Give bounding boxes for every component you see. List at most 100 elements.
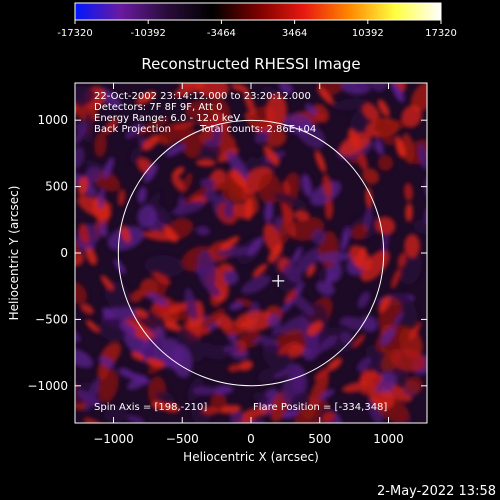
texture-ring-blob	[151, 401, 167, 410]
texture-blob	[240, 406, 269, 420]
texture-ring-blob	[306, 348, 323, 361]
texture-ring-blob	[147, 337, 163, 347]
annotation-time-range: 22-Oct-2002 23:14:12.000 to 23:20:12.000	[94, 91, 311, 102]
texture-ring-blob	[143, 163, 158, 183]
texture-ring-blob	[307, 321, 323, 336]
texture-ring-blob	[310, 30, 331, 47]
annotation-flare-position: Flare Position = [-334,348]	[253, 402, 387, 413]
texture-ring-blob	[120, 225, 131, 243]
texture-ring-blob	[324, 198, 334, 221]
texture-ring-blob	[113, 258, 126, 275]
x-tick-label: 1000	[373, 432, 404, 446]
texture-blob	[155, 390, 175, 406]
texture-ring-blob	[137, 186, 147, 204]
y-axis-ticks: −1000 −500 0 500 1000	[27, 113, 427, 393]
texture-ring-blob	[103, 117, 119, 135]
texture-ring-blob	[195, 159, 216, 167]
texture-ring-blob	[42, 244, 54, 263]
texture-ring-blob	[94, 20, 118, 38]
texture-ring-blob	[357, 291, 371, 309]
texture-ring-blob	[348, 128, 361, 149]
texture-ring-blob	[212, 385, 234, 395]
texture-ring-blob	[357, 357, 372, 372]
texture-ring-blob	[227, 363, 242, 372]
texture-ring-blob	[11, 35, 32, 58]
texture-ring-blob	[98, 188, 105, 209]
texture-blob	[226, 150, 249, 181]
texture-ring-blob	[271, 325, 286, 336]
texture-ring-blob	[247, 236, 264, 256]
texture-ring-blob	[49, 263, 61, 281]
texture-blob	[199, 342, 220, 359]
texture-ring-blob	[327, 357, 343, 371]
texture-ring-blob	[87, 46, 112, 67]
texture-ring-blob	[405, 202, 413, 222]
texture-blob	[171, 175, 186, 193]
texture-ring-blob	[102, 307, 115, 320]
texture-blob	[130, 147, 142, 164]
texture-ring-blob	[99, 221, 108, 238]
texture-blob	[229, 411, 244, 423]
annotation-total-counts: Total counts: 2.86E+04	[199, 124, 316, 135]
texture-blob	[223, 270, 239, 285]
texture-blob	[332, 98, 368, 111]
texture-ring-blob	[17, 59, 37, 81]
texture-ring-blob	[117, 188, 126, 207]
texture-blob	[360, 315, 378, 332]
texture-blob	[312, 103, 330, 123]
texture-ring-blob	[177, 195, 185, 214]
texture-ring-blob	[377, 99, 390, 117]
texture-ring-blob	[391, 268, 401, 289]
texture-ring-blob	[238, 360, 254, 371]
texture-blob	[84, 165, 102, 183]
texture-blob	[199, 308, 226, 330]
texture-ring-blob	[306, 264, 316, 278]
texture-blob	[94, 131, 107, 158]
texture-ring-blob	[404, 182, 413, 202]
texture-ring-blob	[314, 150, 326, 173]
texture-ring-blob	[199, 178, 216, 188]
colorbar-gradient	[74, 2, 442, 21]
texture-blob	[368, 385, 395, 410]
sun-center-marker	[272, 274, 285, 287]
y-tick-label: −500	[35, 312, 68, 326]
texture-blob	[295, 247, 321, 274]
texture-blob	[284, 113, 314, 135]
texture-ring-blob	[231, 83, 249, 92]
texture-ring-blob	[252, 335, 268, 344]
texture-ring-blob	[322, 174, 333, 198]
texture-ring-blob	[419, 149, 427, 170]
texture-ring-blob	[283, 180, 291, 195]
texture-ring-blob	[85, 319, 100, 333]
y-axis-label: Heliocentric Y (arcsec)	[7, 186, 21, 321]
texture-ring-blob	[231, 169, 247, 188]
texture-ring-blob	[146, 292, 169, 306]
texture-ring-blob	[152, 272, 171, 286]
colorbar: -17320 -10392 -3464 3464 10392 17320	[57, 2, 457, 39]
y-tick-label: 1000	[37, 113, 68, 127]
texture-ring-blob	[172, 120, 196, 130]
texture-blob	[360, 250, 390, 282]
texture-ring-blob	[219, 404, 242, 414]
texture-blob	[390, 348, 426, 372]
texture-ring-blob	[441, 231, 452, 251]
texture-blob	[401, 105, 422, 128]
texture-ring-blob	[291, 246, 303, 264]
texture-ring-blob	[219, 236, 240, 251]
texture-blob	[130, 289, 144, 303]
texture-ring-blob	[278, 83, 293, 94]
texture-blob	[213, 111, 229, 134]
texture-blob	[137, 204, 157, 229]
texture-blob	[311, 229, 326, 245]
x-tick-label: 500	[308, 432, 331, 446]
texture-ring-blob	[340, 231, 349, 251]
texture-ring-blob	[172, 166, 185, 178]
texture-blob	[172, 83, 206, 97]
texture-ring-blob	[204, 139, 220, 148]
texture-ring-blob	[135, 91, 156, 105]
texture-blob	[104, 405, 128, 423]
texture-ring-blob	[125, 122, 144, 140]
annotation-spin-axis: Spin Axis = [198,-210]	[94, 402, 207, 413]
texture-ring-blob	[78, 223, 90, 245]
texture-ring-blob	[134, 308, 148, 318]
